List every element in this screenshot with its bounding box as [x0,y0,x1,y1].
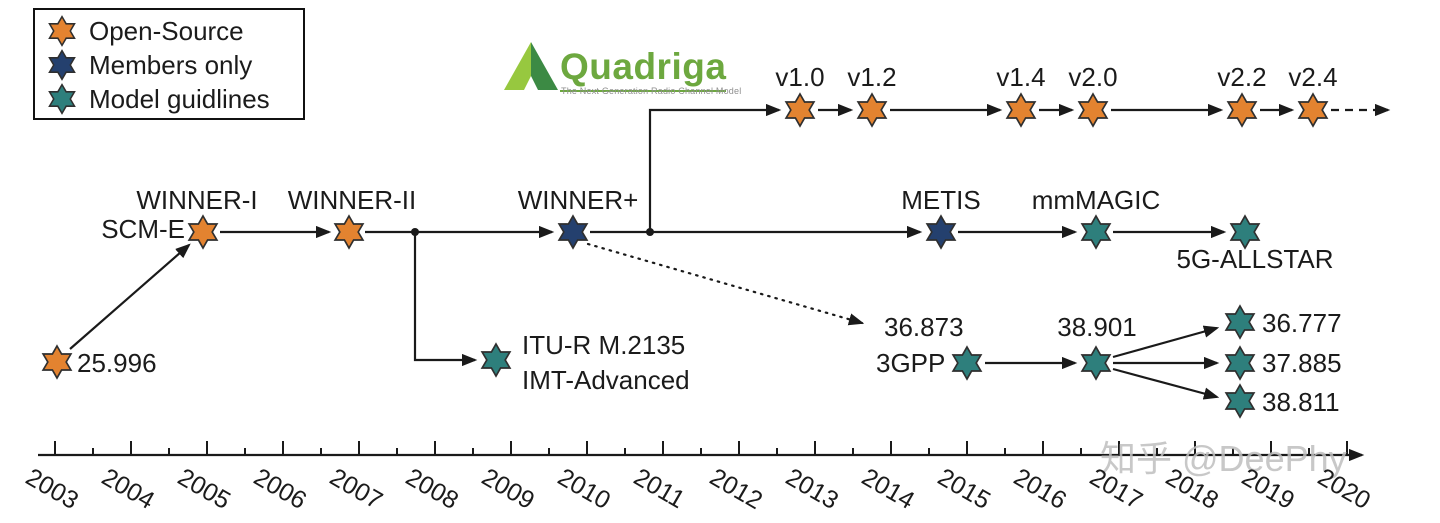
star-winner2 [334,215,364,249]
star-v2-4 [1298,93,1328,127]
branch-quadriga [648,103,782,232]
arrow-38901-to-36777 [1112,325,1220,359]
star-37885 [1225,346,1255,380]
star-mmmagic [1081,215,1111,249]
arrow-38901-to-38811 [1112,367,1220,400]
legend-label: Model guidlines [89,83,270,114]
label-v1-4: v1.4 [996,62,1046,92]
label-winner-plus: WINNER+ [517,185,639,215]
star-scme-winner1 [188,215,218,249]
label-itu-r: ITU-R M.2135 [522,330,686,360]
legend-item-model-guidelines: Model guidlines [45,82,295,116]
label-winner-i: WINNER-I [136,185,258,215]
star-v2-0 [1078,93,1108,127]
label-5g-allstar: 5G-ALLSTAR [1176,244,1334,274]
branch-itu [413,232,478,367]
quadriga-caption: The Next Generation Radio Channel Model [561,86,742,96]
quadriga-logo-icon [504,42,558,90]
label-v2-4: v2.4 [1288,62,1338,92]
junction-dot [646,228,654,236]
label-scm-e: SCM-E [101,214,185,244]
label-mmmagic: mmMAGIC [1031,185,1161,215]
label-metis: METIS [901,185,981,215]
junction-dot [411,228,419,236]
label-36777: 36.777 [1262,308,1342,338]
star-v1-2 [857,93,887,127]
label-v2-2: v2.2 [1217,62,1267,92]
legend-label: Open-Source [89,15,244,46]
star-3gpp [952,346,982,380]
quadriga-wordmark: Quadriga [560,46,727,92]
members-only-star-icon [48,49,76,81]
label-38811: 38.811 [1262,387,1340,417]
arrow-25996-to-scme [69,243,191,350]
label-v1-2: v1.2 [847,62,897,92]
star-winnerplus [558,215,588,249]
legend-item-members-only: Members only [45,48,295,82]
star-v1-4 [1006,93,1036,127]
watermark: 知乎 @DeePhy [1100,438,1347,479]
star-25996 [42,345,72,379]
star-v1-0 [785,93,815,127]
open-source-star-icon [48,15,76,47]
legend-item-open-source: Open-Source [45,14,295,48]
label-v1-0: v1.0 [775,62,825,92]
label-winner-ii: WINNER-II [287,185,417,215]
model-guidelines-star-icon [48,83,76,115]
star-itu-r [481,343,511,377]
star-38811 [1225,384,1255,418]
label-v2-0: v2.0 [1068,62,1118,92]
star-36777 [1225,305,1255,339]
star-38901 [1081,346,1111,380]
axis-ticks [54,441,1348,455]
connectors [38,103,1391,462]
legend: Open-Source Members only Model guidlines [33,8,305,120]
legend-label: Members only [89,49,253,80]
label-37885: 37.885 [1262,348,1342,378]
star-metis [926,215,956,249]
star-v2-2 [1227,93,1257,127]
arrow-winnerplus-to-36873-dotted [586,242,865,326]
label-25996: 25.996 [77,348,157,378]
label-imt-advanced: IMT-Advanced [522,365,690,395]
label-36873: 36.873 [884,312,964,342]
label-38901: 38.901 [1057,312,1137,342]
label-3gpp: 3GPP [876,348,946,378]
